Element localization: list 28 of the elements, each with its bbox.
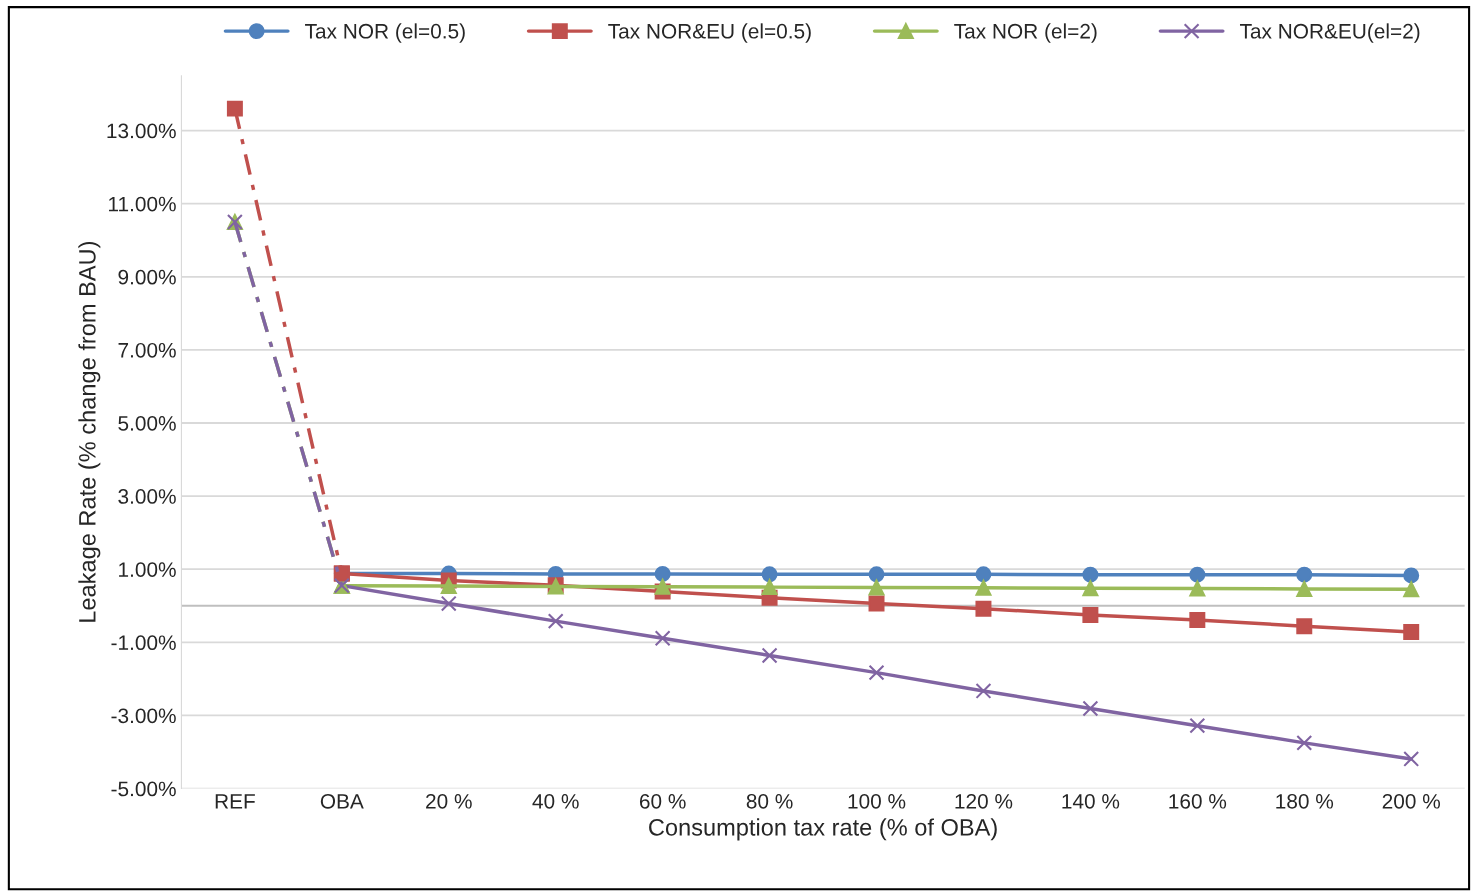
x-tick-label: 140 %: [1062, 793, 1120, 809]
y-tick-label: -5.00%: [111, 781, 176, 797]
legend-label: Tax NOR&EU (el=0.5): [608, 23, 811, 43]
y-tick-label: -1.00%: [111, 635, 176, 651]
x-tick-label: 20 %: [426, 793, 472, 809]
x-axis-title: Consumption tax rate (% of OBA): [649, 818, 997, 841]
y-tick-label: 5.00%: [118, 416, 176, 431]
legend-label: Tax NOR (el=2): [954, 23, 1097, 43]
x-tick-label: 40 %: [532, 793, 579, 809]
y-tick-label: 11.00%: [109, 196, 176, 212]
x-tick-label: 120 %: [955, 793, 1013, 809]
x-tick-label: 80 %: [746, 793, 793, 809]
y-tick-label: 3.00%: [118, 489, 176, 504]
y-axis-title: Leakage Rate (% change from BAU): [78, 241, 101, 622]
legend-label: Tax NOR&EU(el=2): [1239, 23, 1420, 43]
x-tick-label: REF: [215, 794, 255, 809]
x-tick-label: 100 %: [848, 793, 906, 809]
y-tick-label: 7.00%: [118, 342, 176, 358]
y-tick-label: 9.00%: [118, 269, 176, 285]
y-tick-label: 13.00%: [107, 123, 176, 139]
y-tick-label: 1.00%: [119, 562, 176, 577]
y-tick-label: -3.00%: [111, 708, 176, 724]
x-tick-label: 180 %: [1276, 793, 1334, 809]
x-tick-label: 60 %: [639, 793, 686, 809]
x-tick-label: 160 %: [1169, 793, 1227, 809]
x-tick-label: 200 %: [1382, 793, 1440, 809]
x-tick-label: OBA: [320, 793, 364, 809]
legend-label: Tax NOR (el=0.5): [305, 23, 465, 43]
